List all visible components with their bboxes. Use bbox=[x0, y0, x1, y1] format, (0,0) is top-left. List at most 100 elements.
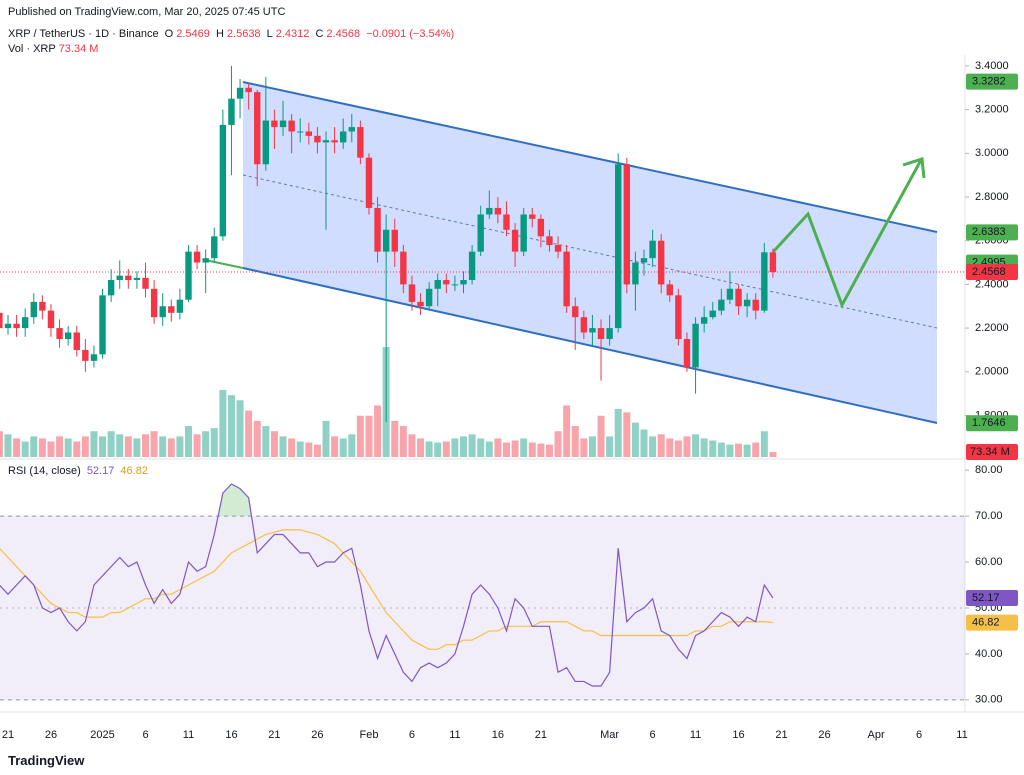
candle-body bbox=[529, 214, 536, 219]
candle-body bbox=[726, 288, 734, 300]
x-tick-label: 16 bbox=[492, 729, 504, 741]
volume-bar bbox=[331, 436, 339, 457]
volume-bar bbox=[0, 431, 3, 457]
candle-body bbox=[597, 328, 605, 340]
ohlc-letter: O bbox=[164, 28, 174, 40]
x-tick-label: 6 bbox=[409, 729, 415, 741]
y-tick-label: 2.8000 bbox=[975, 191, 1009, 203]
published: Published on TradingView.com, Mar 20, 20… bbox=[8, 6, 286, 18]
volume-bar bbox=[563, 405, 571, 457]
y-tick-label: 60.00 bbox=[975, 556, 1003, 568]
volume-bar bbox=[545, 444, 553, 457]
candle-body bbox=[39, 301, 46, 311]
x-tick-label: 11 bbox=[183, 729, 194, 741]
candle-body bbox=[73, 332, 80, 350]
volume-bar bbox=[614, 408, 622, 457]
x-tick-label: 6 bbox=[916, 729, 922, 741]
candle-body bbox=[331, 140, 338, 143]
candle-body bbox=[142, 277, 149, 289]
candle-body bbox=[348, 127, 355, 132]
candle-body bbox=[434, 280, 441, 289]
y-tick-label: 3.4000 bbox=[975, 60, 1009, 72]
change: −0.0901 (−3.54%) bbox=[366, 28, 455, 40]
candle-body bbox=[537, 218, 545, 237]
x-tick-label: 2025 bbox=[90, 729, 114, 741]
candle-body bbox=[374, 207, 381, 252]
candle-body bbox=[365, 157, 373, 208]
volume-bar bbox=[425, 441, 433, 457]
candle-body bbox=[408, 284, 416, 302]
rsi-value: 52.17 bbox=[86, 465, 115, 477]
volume-tag-label: 73.34 M bbox=[970, 446, 1010, 458]
volume-bar bbox=[313, 444, 321, 457]
volume-bar bbox=[528, 442, 536, 457]
volume-bar bbox=[477, 438, 485, 457]
candle-body bbox=[236, 87, 244, 99]
volume-bar bbox=[623, 412, 631, 457]
candle-body bbox=[279, 120, 287, 128]
volume-bar bbox=[434, 442, 442, 457]
candle-body bbox=[339, 131, 347, 143]
volume-bar bbox=[520, 438, 528, 457]
candle-body bbox=[666, 284, 673, 296]
candle-body bbox=[400, 251, 407, 285]
volume-bar bbox=[21, 441, 29, 457]
volume-bar bbox=[683, 436, 691, 457]
projection-arrow bbox=[771, 159, 923, 309]
x-tick-label: Feb bbox=[359, 729, 378, 741]
x-tick-label: 16 bbox=[225, 729, 237, 741]
candle-body bbox=[322, 140, 330, 143]
y-tick-label: 2.4000 bbox=[975, 278, 1009, 290]
volume-bar bbox=[485, 441, 493, 457]
volume-bar bbox=[571, 426, 579, 457]
candle-body bbox=[632, 262, 639, 285]
volume-bar bbox=[176, 436, 184, 457]
candle-body bbox=[769, 252, 777, 272]
volume-bar bbox=[408, 434, 416, 457]
volume-bar bbox=[56, 436, 64, 457]
volume-bar bbox=[631, 422, 639, 457]
x-tick-label: 21 bbox=[535, 729, 547, 741]
price-tag-label: 3.3282 bbox=[972, 76, 1006, 88]
ohlc-letter: L bbox=[266, 28, 273, 40]
volume-bar bbox=[580, 438, 588, 457]
candle-body bbox=[185, 251, 192, 300]
volume-bar bbox=[735, 443, 743, 457]
candle-body bbox=[133, 277, 141, 281]
candle-body bbox=[683, 339, 691, 368]
candle-body bbox=[193, 251, 201, 263]
volume-bar bbox=[356, 415, 364, 457]
candle-body bbox=[417, 301, 424, 307]
volume-bar bbox=[752, 442, 760, 457]
candle-body bbox=[718, 299, 725, 311]
rsi-header: RSI (14, close) 52.17 46.82 bbox=[8, 465, 151, 477]
candle-body bbox=[743, 299, 751, 307]
candle-body bbox=[425, 288, 433, 307]
volume-name: Vol · XRP bbox=[8, 43, 56, 55]
volume-bar bbox=[502, 442, 510, 457]
candle-body bbox=[288, 120, 295, 132]
volume-bar bbox=[279, 436, 287, 457]
volume-bar bbox=[417, 438, 425, 457]
channel-top bbox=[242, 81, 938, 233]
candle-body bbox=[451, 284, 459, 286]
y-tick-label: 3.0000 bbox=[975, 147, 1009, 159]
ohlc-value: 2.5638 bbox=[226, 28, 261, 40]
candle-body bbox=[494, 207, 502, 215]
x-tick-label: 6 bbox=[650, 729, 656, 741]
candle-body bbox=[649, 240, 656, 259]
x-tick-label: 26 bbox=[45, 729, 57, 741]
rsi-title: RSI (14, close) bbox=[8, 465, 81, 477]
volume-bar bbox=[167, 438, 175, 457]
rsi-ma-value: 46.82 bbox=[120, 465, 148, 477]
x-tick-label: Mar bbox=[600, 729, 619, 741]
candle-body bbox=[21, 317, 29, 329]
volume-bar bbox=[116, 434, 124, 457]
volume-bar bbox=[245, 410, 253, 457]
y-tick-label: 70.00 bbox=[975, 510, 1003, 522]
candle-body bbox=[90, 354, 98, 361]
candle-body bbox=[245, 87, 252, 93]
candle-body bbox=[709, 310, 716, 318]
price-tag bbox=[966, 73, 1018, 90]
